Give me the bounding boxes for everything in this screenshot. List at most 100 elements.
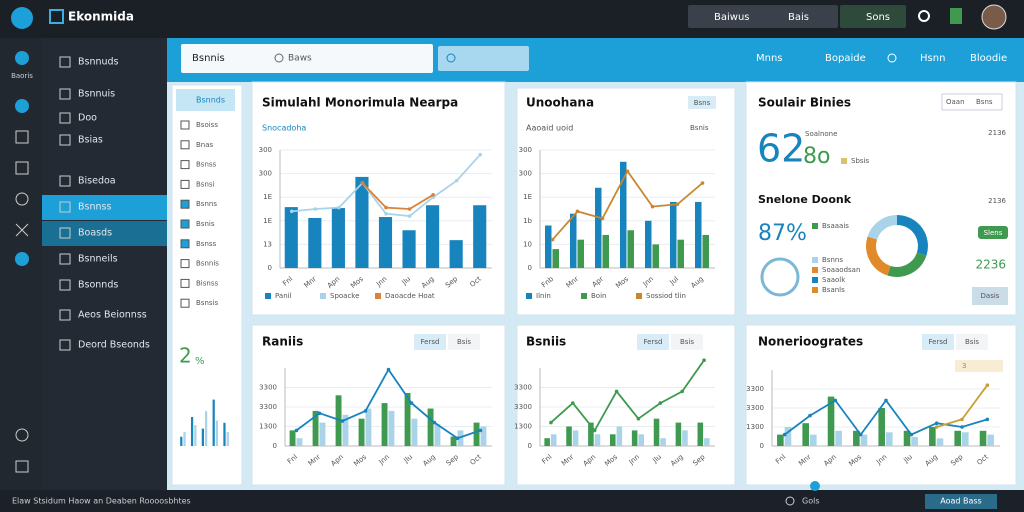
subnav-item[interactable]: Bsnss <box>196 161 217 169</box>
tab-label[interactable]: Bsis <box>457 338 471 346</box>
tab[interactable]: Bsns <box>976 98 993 106</box>
rail-icon[interactable] <box>15 460 29 473</box>
bar <box>670 201 677 268</box>
point <box>960 425 964 429</box>
tab-label[interactable]: Bsns <box>694 99 711 107</box>
nav-item[interactable]: Bsias <box>78 135 103 146</box>
tab <box>414 334 446 350</box>
rail-icon[interactable] <box>15 192 29 206</box>
bar <box>588 422 594 446</box>
point <box>407 214 412 218</box>
header-link[interactable]: Mnns <box>756 53 783 64</box>
button-label[interactable]: Dasis <box>981 292 1000 300</box>
point <box>600 216 605 221</box>
y-tick-label: 3300 <box>746 404 764 412</box>
swatch <box>812 267 818 273</box>
tab <box>956 334 988 350</box>
nav-item[interactable]: Bsnnuis <box>78 89 115 100</box>
avatar[interactable] <box>981 4 1007 30</box>
bar <box>577 239 584 268</box>
subnav-item[interactable]: Bsnnds <box>196 96 225 105</box>
nav-item[interactable]: Bsnnss <box>78 202 111 213</box>
rail-icon[interactable] <box>15 252 29 266</box>
icon[interactable] <box>918 10 930 22</box>
nav-item[interactable]: Boasds <box>78 228 112 239</box>
y-tick-label: 3300 <box>746 385 764 393</box>
subnav-item[interactable]: Bnas <box>196 141 214 149</box>
rail-icon[interactable] <box>15 130 29 144</box>
brand-icon <box>49 9 64 24</box>
nav-item[interactable]: Deord Bseonds <box>78 340 150 351</box>
icon[interactable] <box>785 496 795 506</box>
swatch <box>812 223 818 229</box>
subnav-item[interactable]: Bsnsis <box>196 299 218 307</box>
rail-icon[interactable] <box>15 99 29 113</box>
nav-item[interactable]: Bsnnuds <box>78 57 119 68</box>
tab-label[interactable]: Fersd <box>421 338 440 346</box>
kpi-row: Bsaaais <box>822 222 849 230</box>
nav-item[interactable]: Doo <box>78 113 97 124</box>
select[interactable] <box>181 44 433 73</box>
nav-item[interactable]: Bsnneils <box>78 254 118 265</box>
rail-icon[interactable] <box>15 223 29 237</box>
icon[interactable] <box>887 53 897 63</box>
legend-swatch <box>636 293 642 299</box>
search-box[interactable] <box>438 46 529 71</box>
panel <box>745 81 1017 316</box>
y-tick-label: 300 <box>259 146 272 154</box>
nav-item[interactable]: Bsonnds <box>78 280 118 291</box>
header-link[interactable]: Bopaide <box>825 53 866 64</box>
y-tick-label: 1b <box>523 217 532 225</box>
y-tick-label: 3300 <box>514 403 532 411</box>
subnav-item[interactable]: Bsnis <box>196 220 215 228</box>
bar <box>388 410 395 446</box>
nav-item[interactable]: Bisedoa <box>78 176 116 187</box>
bar <box>365 408 372 446</box>
tab <box>688 96 716 109</box>
point <box>571 401 575 405</box>
bar <box>473 205 487 268</box>
rail-icon[interactable] <box>15 51 29 65</box>
subnav-item[interactable]: Bsnns <box>196 200 217 208</box>
point <box>700 181 705 185</box>
y-tick-label: 3300 <box>259 403 277 411</box>
point <box>384 205 388 210</box>
bar <box>226 432 229 446</box>
point <box>985 383 990 388</box>
tab-label[interactable]: Bsis <box>965 338 979 346</box>
tab-label[interactable]: Fersd <box>929 338 948 346</box>
header-link[interactable]: Hsnn <box>920 53 945 64</box>
header-link[interactable]: Bloodie <box>970 53 1007 64</box>
icon[interactable] <box>950 8 962 24</box>
subnav-item[interactable]: Bsnnis <box>196 260 219 268</box>
subnav-item[interactable]: Bsnsi <box>196 180 215 188</box>
bar <box>878 408 885 446</box>
footer <box>0 490 1024 512</box>
subnav-item[interactable]: Bisnss <box>196 279 218 287</box>
subnav-active[interactable] <box>176 89 235 111</box>
bar <box>631 430 638 446</box>
top-tab[interactable]: Sons <box>866 12 890 23</box>
subnav-item[interactable]: Bsnss <box>196 240 217 248</box>
tab[interactable]: Oaan <box>946 98 965 106</box>
tab-label[interactable]: Fersd <box>644 338 663 346</box>
top-tab[interactable]: Bais <box>788 12 809 23</box>
footer-button[interactable] <box>925 494 997 509</box>
button[interactable] <box>972 287 1008 305</box>
logo[interactable] <box>11 7 33 29</box>
nav-item[interactable]: Aeos Beionnss <box>78 310 147 321</box>
rail-icon[interactable] <box>15 161 29 175</box>
top-tab[interactable]: Baiwus <box>714 12 750 23</box>
bar <box>802 423 809 446</box>
footer-text: Elaw Stsidum Haow an Deaben Roooosbhtes <box>12 497 191 506</box>
point <box>985 417 990 422</box>
rail-icon[interactable] <box>15 428 29 442</box>
subnav-item[interactable]: Bsoiss <box>196 121 218 129</box>
footer-item[interactable]: Aoad Bass <box>940 497 981 506</box>
legend-swatch <box>265 293 271 299</box>
search[interactable]: Baws <box>288 54 312 64</box>
footer-item[interactable]: Gols <box>802 497 819 506</box>
bar <box>704 438 710 446</box>
tab-label[interactable]: Bsis <box>680 338 694 346</box>
